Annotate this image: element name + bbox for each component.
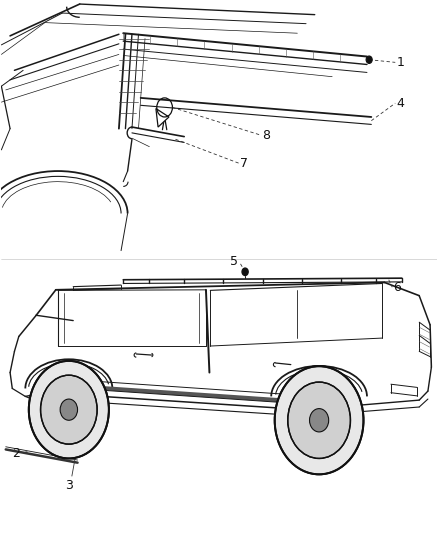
Circle shape <box>29 361 109 458</box>
Text: 4: 4 <box>396 96 404 110</box>
Text: 1: 1 <box>396 56 404 69</box>
Text: 7: 7 <box>240 157 248 169</box>
Text: 2: 2 <box>12 447 20 459</box>
Polygon shape <box>156 109 169 127</box>
Text: 5: 5 <box>230 255 238 268</box>
Text: 6: 6 <box>393 281 401 294</box>
Text: 3: 3 <box>65 479 73 491</box>
Text: 8: 8 <box>261 128 270 141</box>
Circle shape <box>60 399 78 420</box>
Circle shape <box>275 366 364 474</box>
Circle shape <box>310 409 328 432</box>
Circle shape <box>242 268 248 276</box>
Circle shape <box>366 56 372 63</box>
Circle shape <box>41 375 97 444</box>
Circle shape <box>288 382 350 458</box>
